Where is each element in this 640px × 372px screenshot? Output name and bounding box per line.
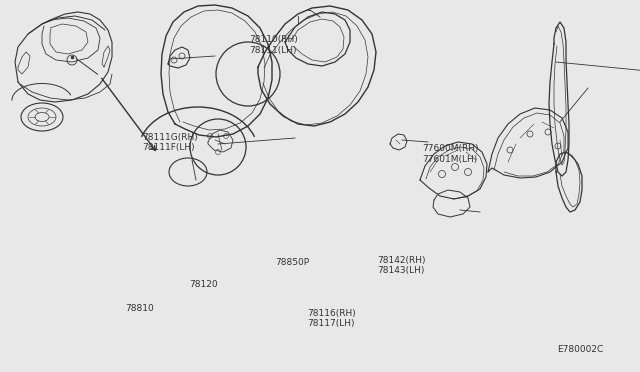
Text: 78120: 78120 [189,280,218,289]
Text: 78116(RH): 78116(RH) [307,309,356,318]
Text: 78111(LH): 78111(LH) [250,46,297,55]
Text: E780002C: E780002C [557,345,603,354]
Text: 78142(RH): 78142(RH) [378,256,426,265]
Text: 78850P: 78850P [275,258,309,267]
Text: 78117(LH): 78117(LH) [307,319,355,328]
Text: 78110(RH): 78110(RH) [250,35,298,44]
Text: 78810: 78810 [125,304,154,312]
Text: 78143(LH): 78143(LH) [378,266,425,275]
Text: 77600M(RH): 77600M(RH) [422,144,479,153]
Text: 78111G(RH): 78111G(RH) [142,133,198,142]
Text: 78111F(LH): 78111F(LH) [142,143,195,152]
Text: 77601M(LH): 77601M(LH) [422,155,477,164]
